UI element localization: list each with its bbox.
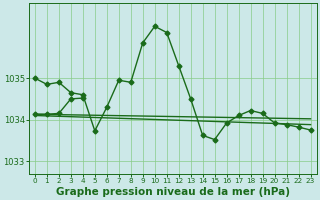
X-axis label: Graphe pression niveau de la mer (hPa): Graphe pression niveau de la mer (hPa) [56,187,290,197]
